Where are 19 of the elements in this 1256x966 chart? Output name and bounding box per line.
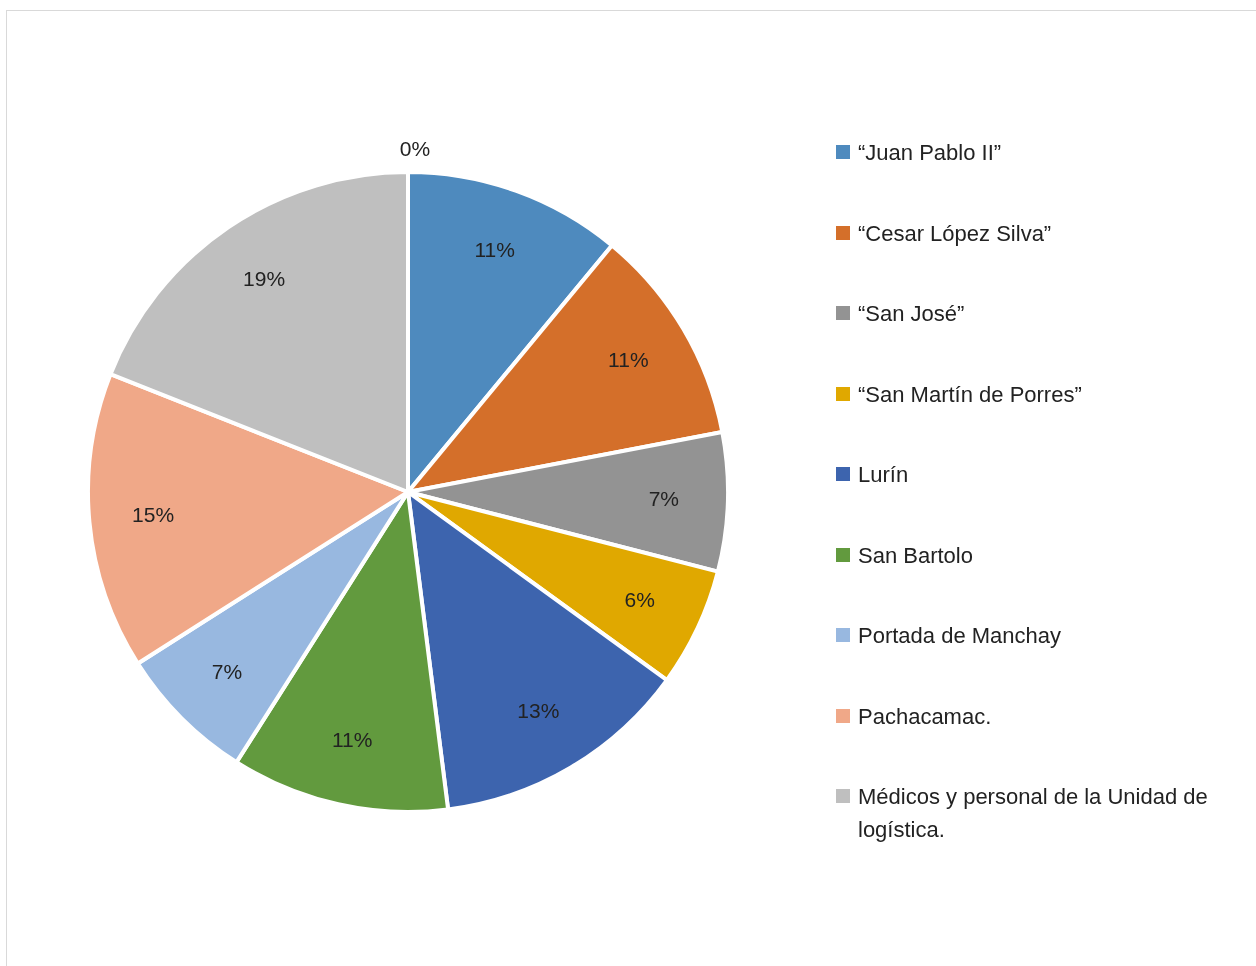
legend-label: “Cesar López Silva” bbox=[858, 221, 1052, 246]
data-label: 13% bbox=[517, 698, 560, 722]
data-label: 7% bbox=[211, 659, 243, 683]
legend-label: Portada de Manchay bbox=[858, 623, 1062, 648]
legend-label: “Juan Pablo II” bbox=[858, 140, 1002, 165]
legend-label: “San José” bbox=[858, 301, 965, 326]
legend-label: Pachacamac. bbox=[858, 704, 992, 729]
data-label: 15% bbox=[132, 502, 175, 526]
legend-label: Lurín bbox=[858, 462, 909, 487]
data-label: 11% bbox=[474, 237, 515, 261]
data-label: 19% bbox=[243, 266, 286, 290]
legend-label: San Bartolo bbox=[858, 543, 973, 568]
data-label: 6% bbox=[624, 587, 655, 611]
data-label: 7% bbox=[648, 486, 680, 510]
data-label: 11% bbox=[608, 348, 649, 372]
legend-label: “San Martín de Porres” bbox=[858, 382, 1082, 407]
legend-label: Médicos y personal de la Unidad de logística. bbox=[858, 784, 1208, 842]
text: 0% bbox=[399, 136, 431, 160]
data-label: 11% bbox=[331, 728, 373, 752]
